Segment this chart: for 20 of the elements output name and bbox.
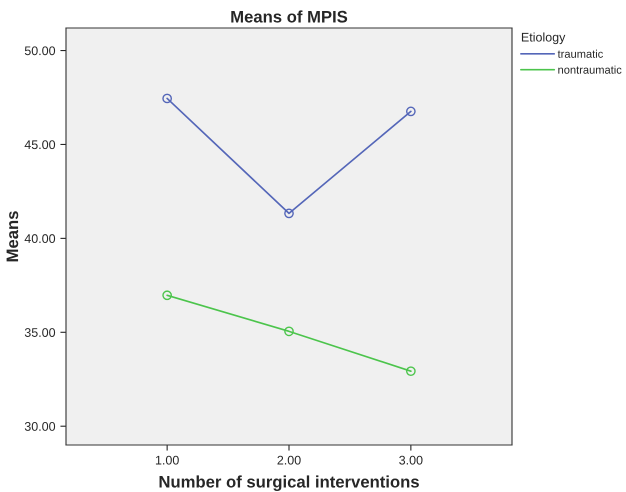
x-axis-title: Number of surgical interventions: [160, 475, 419, 492]
y-tick-label: 40.00: [24, 234, 56, 244]
point: [284, 208, 294, 218]
y-tick-label: 50.00: [24, 46, 56, 56]
point: [406, 106, 416, 116]
point: [162, 94, 172, 104]
legend-label: nontraumatic: [558, 66, 622, 74]
y-axis-title: Means: [6, 211, 18, 262]
point: [284, 326, 294, 336]
legend-title: Etiology: [522, 32, 566, 44]
y-tick-label: 30.00: [24, 422, 56, 431]
x-tick-label: 2.00: [277, 456, 301, 465]
legend-label: traumatic: [558, 50, 603, 58]
y-tick-label: 45.00: [24, 140, 56, 150]
x-tick-label: 3.00: [399, 456, 423, 465]
chart-title: Means of MPIS: [231, 10, 348, 23]
point: [162, 290, 172, 300]
x-tick-label: 1.00: [156, 456, 179, 465]
y-tick-label: 35.00: [24, 328, 56, 337]
point: [406, 366, 416, 376]
